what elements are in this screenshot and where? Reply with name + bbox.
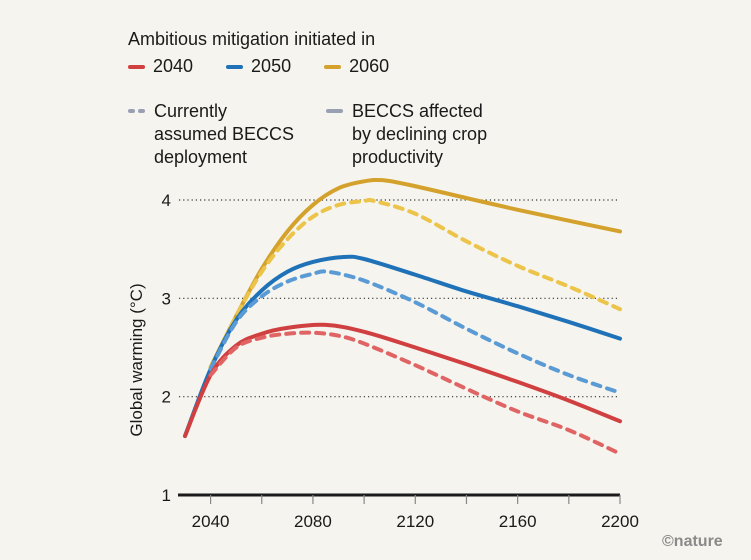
nature-credit: ©nature bbox=[662, 533, 723, 550]
series-line-3 bbox=[208, 269, 622, 395]
legend-label-2060: 2060 bbox=[349, 56, 390, 76]
solid-line-swatch bbox=[326, 109, 343, 113]
y-tick-label: 2 bbox=[162, 388, 171, 407]
legend-item-solid: BECCS affected by declining crop product… bbox=[326, 100, 487, 169]
solid-legend-line-1: BECCS affected bbox=[352, 101, 483, 121]
solid-legend-line-3: productivity bbox=[352, 147, 444, 167]
legend-swatch-2040 bbox=[128, 64, 145, 69]
dashed-legend-line-3: deployment bbox=[154, 147, 248, 167]
x-tick-label: 2200 bbox=[601, 512, 639, 531]
y-tick-label: 4 bbox=[162, 191, 171, 210]
legend-title: Ambitious mitigation initiated in bbox=[128, 29, 376, 49]
x-tick-label: 2040 bbox=[192, 512, 230, 531]
x-tick-label: 2120 bbox=[396, 512, 434, 531]
y-tick-label: 1 bbox=[162, 486, 171, 505]
legend-label-2040: 2040 bbox=[153, 56, 194, 76]
y-tick-label: 3 bbox=[162, 289, 171, 308]
solid-legend-line-2: by declining crop bbox=[352, 124, 488, 144]
legend-item-dashed: Currently assumed BECCS deployment bbox=[128, 100, 294, 169]
legend-swatch-2050 bbox=[226, 64, 244, 69]
dashed-legend-line-2: assumed BECCS bbox=[154, 124, 295, 144]
series-line-2 bbox=[183, 254, 622, 438]
x-tick-label: 2160 bbox=[499, 512, 537, 531]
legend-item-2060: 2060 bbox=[324, 56, 389, 77]
legend-item-2050: 2050 bbox=[226, 56, 291, 77]
dashed-legend-line-1: Currently bbox=[154, 101, 228, 121]
series-line-1 bbox=[208, 197, 622, 370]
legend-item-2040: 2040 bbox=[128, 56, 193, 77]
dashed-line-swatch bbox=[128, 109, 145, 113]
series-line-5 bbox=[208, 330, 622, 456]
legend-label-2050: 2050 bbox=[251, 56, 292, 76]
x-tick-label: 2080 bbox=[294, 512, 332, 531]
start-year-legend: 2040 2050 2060 bbox=[128, 56, 422, 77]
legend-swatch-2060 bbox=[324, 64, 342, 69]
